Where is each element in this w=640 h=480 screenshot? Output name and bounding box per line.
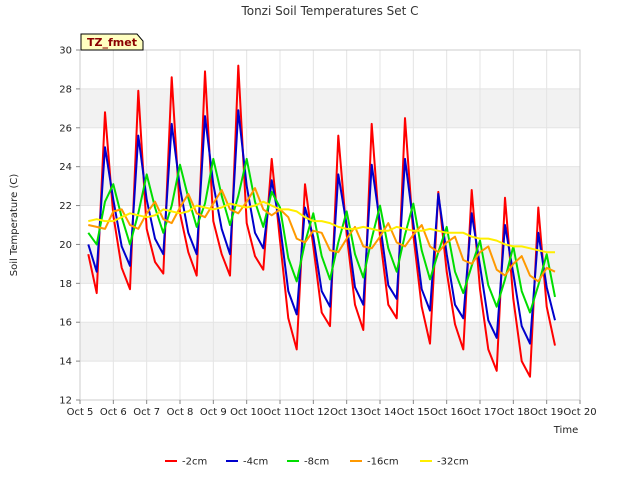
- x-tick-label: Oct 19: [530, 407, 563, 418]
- legend-label: -2cm: [182, 457, 207, 468]
- legend-label: -32cm: [437, 457, 469, 468]
- x-tick-label: Oct 18: [497, 407, 530, 418]
- series-layer: [87, 64, 556, 378]
- y-tick-label: 14: [59, 357, 72, 368]
- chart-title: Tonzi Soil Temperatures Set C: [240, 4, 418, 18]
- background-band: [80, 166, 580, 206]
- legend: -2cm -4cm -8cm -16cm -32cm: [165, 457, 469, 468]
- series-line-16cm3: [88, 187, 556, 283]
- x-tick-label: Oct 7: [133, 407, 160, 418]
- y-tick-label: 20: [59, 240, 72, 251]
- x-axis-ticks: Oct 5 Oct 6 Oct 7 Oct 8 Oct 9 Oct 10 Oct 11 Oct…: [67, 400, 597, 418]
- x-tick-label: Oct 6: [100, 407, 127, 418]
- site-label-box: TZ_fmet: [80, 33, 144, 51]
- y-tick-label: 28: [59, 84, 72, 95]
- y-axis-title: Soil Temperature (C): [9, 174, 20, 277]
- x-tick-label: Oct 20: [563, 407, 596, 418]
- x-tick-label: Oct 13: [330, 407, 363, 418]
- legend-label: -8cm: [304, 457, 329, 468]
- legend-label: -16cm: [367, 457, 399, 468]
- x-tick-label: Oct 5: [67, 407, 94, 418]
- y-tick-label: 30: [59, 46, 72, 57]
- y-tick-label: 12: [59, 396, 72, 407]
- series-line-8cm2: [87, 157, 556, 314]
- background-band: [80, 88, 580, 128]
- legend-label: -4cm: [243, 457, 268, 468]
- x-tick-label: Oct 15: [397, 407, 430, 418]
- site-label: TZ_fmet: [87, 36, 137, 49]
- plot-frame: [79, 49, 581, 401]
- x-tick-label: Oct 12: [297, 407, 330, 418]
- x-tick-label: Oct 9: [200, 407, 227, 418]
- site-label-frame: [80, 33, 144, 51]
- y-tick-label: 24: [59, 162, 72, 173]
- x-tick-label: Oct 14: [363, 407, 396, 418]
- series-line-32cm4: [88, 200, 555, 254]
- x-axis-title: Time: [553, 425, 578, 436]
- y-axis-ticks: 12 14 16 18 20 22 24 26 28 30: [59, 46, 80, 407]
- y-tick-label: 18: [59, 279, 72, 290]
- x-tick-label: Oct 8: [167, 407, 194, 418]
- y-tick-label: 16: [59, 318, 72, 329]
- y-tick-label: 22: [59, 201, 72, 212]
- x-tick-label: Oct 10: [230, 407, 263, 418]
- y-tick-label: 26: [59, 123, 72, 134]
- x-tick-label: Oct 17: [463, 407, 496, 418]
- x-tick-label: Oct 11: [263, 407, 296, 418]
- background-band: [80, 322, 580, 362]
- x-tick-label: Oct 16: [430, 407, 463, 418]
